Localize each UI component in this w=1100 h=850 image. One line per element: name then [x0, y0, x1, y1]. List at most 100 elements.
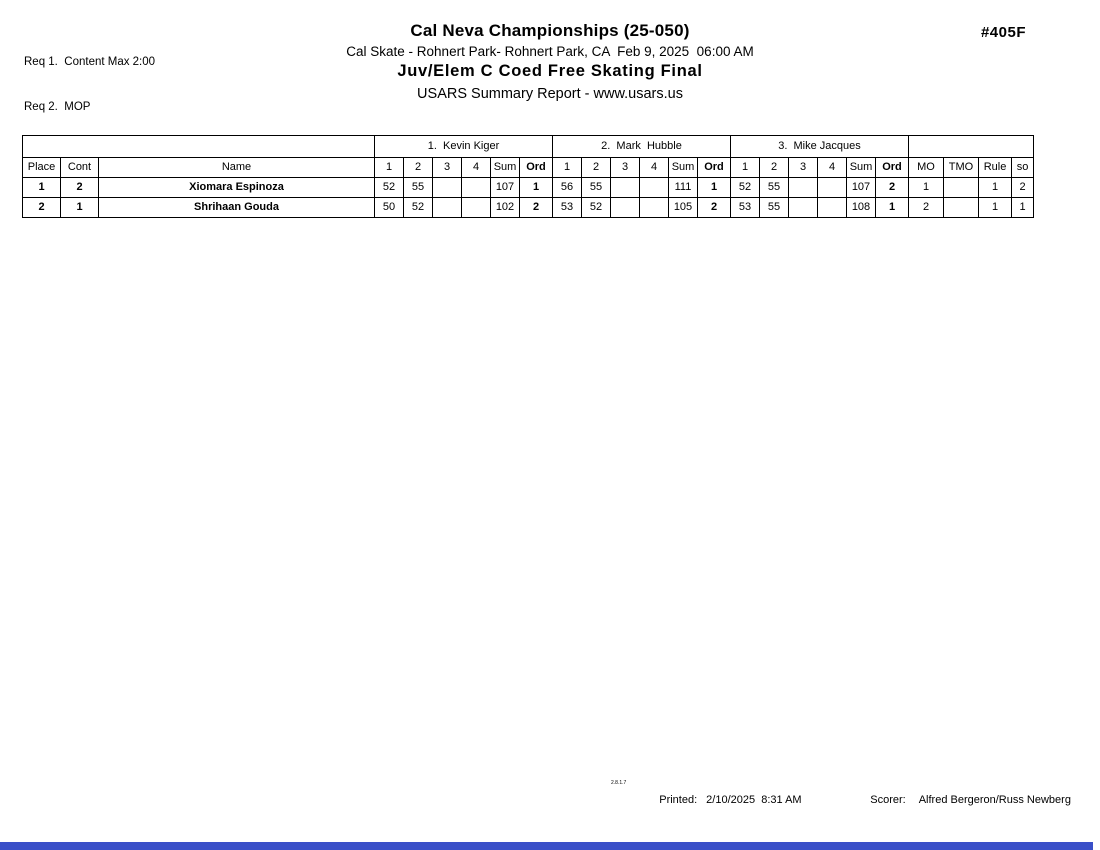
- judge-row-spacer-right: [908, 135, 1034, 158]
- score-cell: [461, 197, 491, 218]
- tmo-header: TMO: [943, 157, 979, 178]
- results-table-wrapper: 1. Kevin Kiger 2. Mark Hubble 3. Mike Ja…: [22, 135, 1034, 218]
- judge-header-row: 1. Kevin Kiger 2. Mark Hubble 3. Mike Ja…: [22, 135, 1034, 158]
- score-cell: 55: [759, 197, 789, 218]
- score-cell: [788, 177, 818, 198]
- judge-row-spacer-left: [22, 135, 375, 158]
- trial-4-header: 4: [817, 157, 847, 178]
- trial-4-header: 4: [639, 157, 669, 178]
- tmo-cell: [943, 177, 979, 198]
- score-cell: [610, 177, 640, 198]
- judge-2-name: 2. Mark Hubble: [552, 135, 731, 158]
- printed-line: Printed: 2/10/2025 8:31 AM: [647, 782, 802, 818]
- bottom-window-bar: [0, 842, 1093, 850]
- rule-header: Rule: [978, 157, 1012, 178]
- place-header: Place: [22, 157, 61, 178]
- so-header: so: [1011, 157, 1034, 178]
- sum-header: Sum: [490, 157, 520, 178]
- score-cell: [461, 177, 491, 198]
- trial-4-header: 4: [461, 157, 491, 178]
- cont-cell: 2: [60, 177, 99, 198]
- trial-1-header: 1: [730, 157, 760, 178]
- score-cell: 52: [403, 197, 433, 218]
- ord-cell: 2: [875, 177, 909, 198]
- trial-2-header: 2: [759, 157, 789, 178]
- score-cell: [432, 197, 462, 218]
- report-type-line: USARS Summary Report - www.usars.us: [417, 86, 683, 102]
- score-cell: [610, 197, 640, 218]
- scorer-value: Alfred Bergeron/Russ Newberg: [918, 794, 1071, 806]
- sum-cell: 102: [490, 197, 520, 218]
- sum-header: Sum: [668, 157, 698, 178]
- score-cell: 52: [730, 177, 760, 198]
- so-cell: 1: [1011, 197, 1034, 218]
- trial-3-header: 3: [610, 157, 640, 178]
- sum-cell: 107: [490, 177, 520, 198]
- skater-name-cell: Xiomara Espinoza: [98, 177, 375, 198]
- judge-3-name: 3. Mike Jacques: [730, 135, 909, 158]
- software-version: 2.8.1.7: [611, 780, 627, 786]
- results-table: 1. Kevin Kiger 2. Mark Hubble 3. Mike Ja…: [22, 135, 1034, 218]
- printed-value: 2/10/2025 8:31 AM: [706, 794, 802, 806]
- rule-cell: 1: [978, 177, 1012, 198]
- tmo-cell: [943, 197, 979, 218]
- trial-1-header: 1: [374, 157, 404, 178]
- requirements-block: Req 1. Content Max 2:00 Req 2. MOP: [24, 25, 155, 145]
- mo-header: MO: [908, 157, 944, 178]
- score-cell: [639, 197, 669, 218]
- trial-2-header: 2: [581, 157, 611, 178]
- req-line-2: Req 2. MOP: [24, 101, 91, 113]
- sum-cell: 105: [668, 197, 698, 218]
- sum-header: Sum: [846, 157, 876, 178]
- score-cell: 52: [581, 197, 611, 218]
- mo-cell: 1: [908, 177, 944, 198]
- competition-title: Cal Neva Championships (25-050): [410, 21, 690, 40]
- trial-3-header: 3: [432, 157, 462, 178]
- score-cell: [432, 177, 462, 198]
- trial-3-header: 3: [788, 157, 818, 178]
- printed-label: Printed:: [659, 794, 698, 806]
- name-header: Name: [98, 157, 375, 178]
- score-cell: 55: [759, 177, 789, 198]
- trial-2-header: 2: [403, 157, 433, 178]
- ord-header: Ord: [697, 157, 731, 178]
- scorer-label: Scorer:: [870, 794, 906, 806]
- sum-cell: 111: [668, 177, 698, 198]
- venue-date-line: Cal Skate - Rohnert Park- Rohnert Park, …: [346, 44, 754, 59]
- score-cell: [788, 197, 818, 218]
- cont-cell: 1: [60, 197, 99, 218]
- so-cell: 2: [1011, 177, 1034, 198]
- score-cell: 52: [374, 177, 404, 198]
- table-row: 1 2 Xiomara Espinoza 52 55 107 1 56 55 1…: [22, 177, 1034, 198]
- score-cell: 56: [552, 177, 582, 198]
- score-cell: 55: [403, 177, 433, 198]
- score-cell: 55: [581, 177, 611, 198]
- trial-1-header: 1: [552, 157, 582, 178]
- score-cell: 53: [730, 197, 760, 218]
- req-line-1: Req 1. Content Max 2:00: [24, 56, 156, 68]
- report-header: Cal Neva Championships (25-050) Cal Skat…: [0, 21, 1100, 102]
- place-cell: 1: [22, 177, 61, 198]
- ord-cell: 1: [519, 177, 553, 198]
- ord-cell: 2: [519, 197, 553, 218]
- score-cell: [639, 177, 669, 198]
- table-row: 2 1 Shrihaan Gouda 50 52 102 2 53 52 105…: [22, 197, 1034, 218]
- score-cell: [817, 197, 847, 218]
- scorer-line: Scorer: Alfred Bergeron/Russ Newberg: [858, 782, 1071, 818]
- mo-cell: 2: [908, 197, 944, 218]
- score-cell: 53: [552, 197, 582, 218]
- sum-cell: 107: [846, 177, 876, 198]
- cont-header: Cont: [60, 157, 99, 178]
- score-cell: [817, 177, 847, 198]
- skater-name-cell: Shrihaan Gouda: [98, 197, 375, 218]
- sum-cell: 108: [846, 197, 876, 218]
- ord-cell: 1: [875, 197, 909, 218]
- judge-1-name: 1. Kevin Kiger: [374, 135, 553, 158]
- ord-cell: 2: [697, 197, 731, 218]
- event-title: Juv/Elem C Coed Free Skating Final: [397, 62, 703, 80]
- score-cell: 50: [374, 197, 404, 218]
- ord-header: Ord: [875, 157, 909, 178]
- rule-cell: 1: [978, 197, 1012, 218]
- column-header-row: Place Cont Name 1 2 3 4 Sum Ord 1 2 3 4 …: [22, 157, 1034, 178]
